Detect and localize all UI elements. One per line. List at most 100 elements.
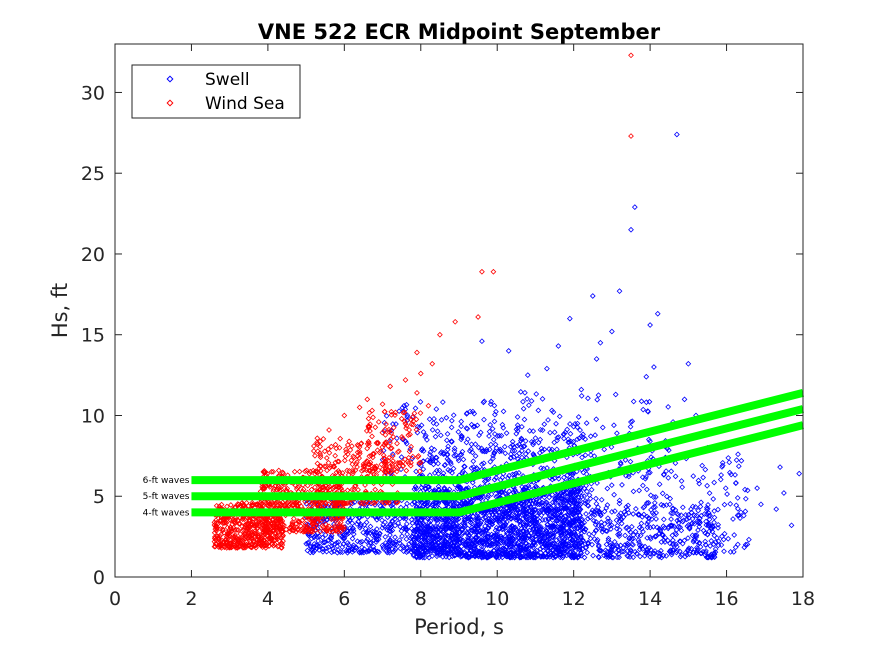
data-point [665, 447, 672, 454]
data-point [451, 445, 458, 452]
data-point [382, 426, 388, 433]
threshold-label-2: 5-ft waves [143, 492, 190, 502]
data-point [630, 554, 637, 561]
data-point [532, 520, 539, 527]
data-point [490, 268, 497, 275]
data-point [408, 516, 415, 523]
data-point [374, 548, 381, 555]
data-point [669, 532, 676, 539]
data-point [394, 460, 401, 466]
data-point [522, 509, 528, 516]
x-tick-label: 18 [791, 588, 815, 610]
data-point [269, 541, 276, 548]
data-point [629, 418, 636, 425]
x-tick-label: 0 [109, 588, 121, 610]
data-point [387, 521, 394, 528]
data-point [700, 527, 707, 534]
data-point [435, 483, 442, 490]
data-point [396, 408, 402, 415]
data-point [385, 468, 392, 475]
data-point [328, 549, 335, 556]
data-point [567, 499, 573, 506]
data-point [647, 524, 654, 531]
data-point [276, 526, 282, 532]
data-point [261, 486, 268, 492]
data-point [409, 520, 416, 526]
data-point [379, 429, 386, 436]
data-point [460, 456, 467, 463]
data-point [561, 435, 567, 442]
data-point [541, 506, 548, 513]
data-point [546, 553, 553, 560]
data-point [613, 517, 620, 524]
data-point [539, 396, 546, 402]
data-point [636, 546, 643, 553]
data-point [317, 452, 324, 459]
data-point [638, 520, 645, 527]
data-point [249, 528, 256, 535]
data-point [463, 500, 469, 506]
data-point [644, 500, 650, 506]
data-point [589, 541, 595, 548]
data-point [708, 551, 715, 558]
data-point [684, 551, 690, 558]
data-point [735, 463, 742, 470]
threshold-label-1: 4-ft waves [143, 508, 190, 518]
data-point [593, 538, 600, 545]
data-point [305, 540, 311, 547]
data-point [496, 554, 502, 561]
data-point [301, 523, 308, 530]
data-point [597, 547, 604, 554]
data-point [325, 544, 332, 551]
data-point [333, 518, 339, 524]
data-point [468, 446, 474, 453]
data-point [529, 535, 535, 542]
data-point [562, 512, 569, 519]
data-point [611, 422, 617, 429]
data-point [585, 395, 591, 402]
data-point [577, 498, 584, 504]
data-point [430, 533, 436, 540]
data-point [374, 447, 381, 454]
data-point [554, 524, 561, 530]
data-point [317, 438, 324, 445]
data-point [587, 433, 594, 440]
data-point [624, 552, 631, 559]
data-point [633, 505, 639, 512]
data-point [494, 493, 501, 499]
threshold-line-3 [191, 388, 804, 485]
data-point [544, 530, 551, 537]
data-point [414, 515, 421, 522]
data-point [579, 542, 585, 549]
data-point [647, 469, 653, 476]
data-point [604, 485, 611, 492]
data-point [394, 465, 401, 472]
data-point [380, 546, 387, 552]
data-point [697, 503, 704, 510]
data-point [667, 522, 674, 529]
data-point [617, 461, 624, 467]
data-point [247, 533, 254, 540]
data-point [525, 554, 531, 561]
data-point [721, 548, 727, 555]
data-point [675, 511, 682, 518]
data-point [307, 549, 314, 556]
data-point [444, 549, 451, 556]
data-point [515, 549, 522, 556]
data-point [442, 549, 449, 556]
data-point [392, 539, 399, 545]
data-point [564, 518, 570, 525]
data-point [651, 550, 658, 557]
data-point [380, 498, 387, 505]
data-point [535, 530, 541, 536]
data-point [575, 553, 582, 560]
data-point [326, 523, 333, 530]
data-point [379, 525, 386, 531]
data-point [472, 495, 478, 502]
data-point [487, 458, 494, 465]
data-point [707, 543, 714, 549]
data-point [472, 517, 479, 524]
data-point [584, 515, 591, 522]
data-point [598, 519, 605, 526]
data-point [530, 451, 537, 457]
